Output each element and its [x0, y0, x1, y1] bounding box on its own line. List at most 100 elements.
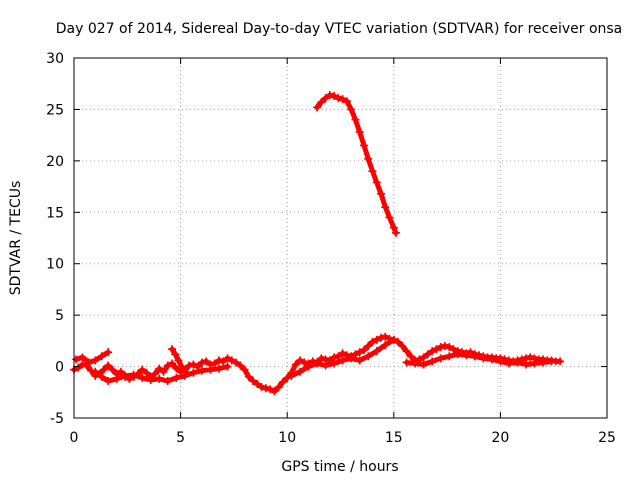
- y-tick-label: -5: [50, 411, 64, 427]
- data-point: [419, 353, 428, 362]
- series-line-sdtvar-high-arc: [314, 92, 399, 236]
- data-point: [359, 141, 368, 150]
- data-point: [385, 213, 394, 222]
- data-point: [391, 228, 400, 237]
- data-point: [338, 349, 347, 358]
- data-point: [223, 354, 232, 363]
- data-point: [368, 167, 377, 176]
- data-point: [470, 352, 479, 361]
- data-point: [547, 357, 556, 366]
- data-point: [278, 378, 287, 386]
- data-point: [321, 361, 330, 370]
- data-point: [445, 352, 454, 361]
- data-point: [244, 372, 253, 381]
- series-sdtvar-secondary-11-15h: [287, 335, 398, 380]
- data-point: [121, 371, 130, 380]
- data-point: [99, 365, 108, 374]
- data-point: [394, 337, 403, 346]
- data-point: [129, 370, 138, 379]
- data-point: [389, 335, 398, 344]
- data-point: [206, 365, 215, 374]
- data-point: [436, 343, 445, 352]
- data-point: [355, 356, 364, 365]
- data-point: [155, 374, 164, 383]
- data-point: [313, 103, 322, 112]
- data-point: [104, 361, 113, 370]
- x-axis-label: GPS time / hours: [281, 459, 398, 475]
- data-point: [355, 348, 364, 357]
- data-point: [539, 358, 548, 367]
- data-point: [347, 105, 356, 114]
- data-point: [513, 358, 522, 367]
- series-sdtvar-high-arc: [313, 91, 400, 237]
- data-point: [313, 359, 322, 368]
- data-point: [104, 348, 113, 357]
- data-point: [317, 354, 326, 363]
- data-point: [104, 376, 113, 385]
- data-point: [227, 356, 236, 365]
- data-point: [364, 342, 373, 350]
- data-point: [214, 364, 223, 373]
- data-point: [402, 347, 411, 356]
- data-point: [479, 354, 488, 363]
- data-point: [330, 92, 339, 101]
- data-point: [556, 357, 565, 366]
- data-point: [440, 342, 449, 350]
- data-point: [521, 360, 530, 369]
- data-point: [304, 362, 313, 371]
- data-point: [253, 380, 262, 389]
- data-point: [197, 366, 206, 375]
- data-point: [462, 351, 471, 360]
- data-point: [372, 347, 381, 356]
- x-tick-label: 20: [491, 430, 509, 446]
- y-tick-label: 25: [46, 102, 64, 118]
- data-point: [291, 360, 300, 369]
- data-point: [372, 178, 381, 187]
- data-point: [389, 223, 398, 232]
- x-tick-label: 5: [176, 430, 185, 446]
- data-point: [185, 361, 194, 370]
- data-point: [325, 91, 334, 100]
- data-point: [210, 359, 219, 368]
- series-sdtvar-spike-5h: [168, 345, 189, 376]
- data-point: [283, 373, 292, 382]
- data-point: [496, 357, 505, 366]
- x-tick-label: 15: [385, 430, 403, 446]
- data-point: [411, 359, 420, 368]
- data-point: [423, 350, 432, 359]
- data-point: [270, 387, 279, 396]
- data-point: [406, 352, 415, 361]
- data-point: [295, 367, 304, 376]
- x-tick-label: 10: [278, 430, 296, 446]
- data-point: [449, 345, 458, 354]
- y-tick-label: 15: [46, 205, 64, 221]
- data-point: [377, 189, 386, 198]
- plot-frame: [73, 57, 608, 419]
- data-point: [172, 373, 181, 382]
- data-point: [287, 371, 296, 380]
- data-point: [368, 337, 377, 346]
- data-point: [74, 363, 83, 372]
- data-point: [330, 359, 339, 368]
- data-point: [364, 154, 373, 163]
- data-point: [174, 356, 183, 365]
- data-point: [155, 364, 164, 373]
- x-tick-label: 25: [598, 430, 616, 446]
- axis-ticks: 0 5 10 15 20 25 -5 0 5 10 15 20 25 30: [46, 51, 616, 446]
- data-point: [364, 352, 373, 361]
- data-point: [321, 94, 330, 103]
- data-point: [381, 203, 390, 212]
- data-point: [342, 97, 351, 106]
- data-point: [295, 356, 304, 365]
- x-tick-label: 0: [70, 430, 79, 446]
- data-point: [266, 385, 275, 394]
- data-point: [78, 353, 87, 362]
- data-point: [163, 361, 172, 370]
- series-sdtvar-upper-track: [72, 348, 113, 367]
- data-point: [138, 373, 147, 382]
- data-point: [116, 367, 125, 376]
- data-point: [334, 94, 343, 103]
- data-point: [78, 360, 87, 369]
- data-point: [240, 365, 249, 374]
- data-point: [381, 332, 390, 341]
